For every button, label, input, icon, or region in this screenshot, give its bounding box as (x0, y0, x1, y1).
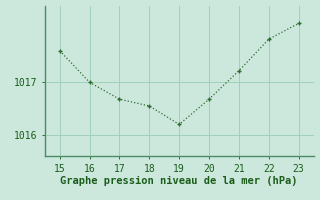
X-axis label: Graphe pression niveau de la mer (hPa): Graphe pression niveau de la mer (hPa) (60, 176, 298, 186)
